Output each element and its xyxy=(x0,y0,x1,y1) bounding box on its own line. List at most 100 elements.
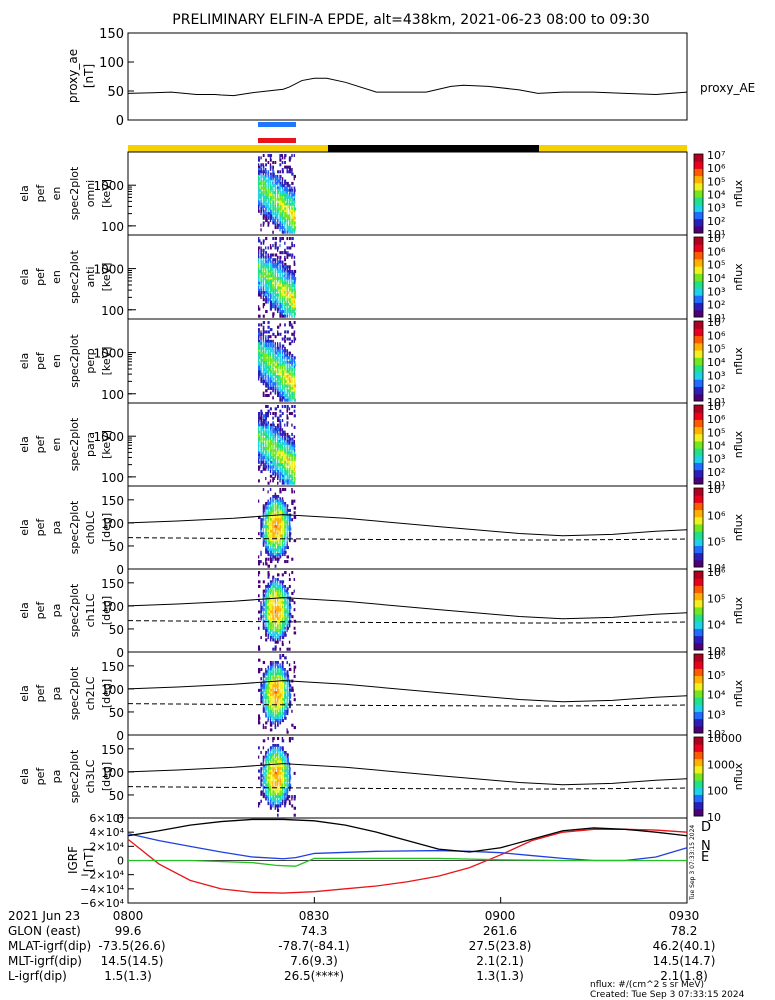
spectrogram-cell xyxy=(281,365,284,369)
energy-ylabel-line: pef xyxy=(34,351,47,370)
spectrogram-cell xyxy=(258,418,260,422)
spectrogram-cell xyxy=(286,309,289,314)
spectrogram-cell xyxy=(277,667,279,671)
spectrogram-cell xyxy=(260,428,263,432)
spectrogram-cell xyxy=(286,314,289,318)
spectrogram-cell xyxy=(269,582,273,586)
colorbar-segment xyxy=(694,718,703,727)
spectrogram-cell xyxy=(291,279,293,283)
energy-ylabel-line: pef xyxy=(34,435,47,454)
spectrogram-cell xyxy=(262,529,265,533)
spectrogram-cell xyxy=(288,693,292,697)
spectrogram-cell xyxy=(284,186,287,190)
spectrogram-cell xyxy=(267,414,269,418)
spectrogram-cell xyxy=(284,691,286,695)
spectrogram-cell xyxy=(272,284,274,288)
spectrogram-cell xyxy=(262,769,265,773)
colorbar-segment xyxy=(694,737,703,745)
spectrogram-cell xyxy=(267,541,271,545)
spectrogram-cell xyxy=(265,216,268,220)
spectrogram-cell xyxy=(262,543,265,547)
spectrogram-cell xyxy=(265,534,268,538)
spectrogram-cell xyxy=(277,435,279,439)
spectrogram-cell xyxy=(277,416,280,420)
spectrogram-cell xyxy=(279,432,282,436)
colorbar-tick-label: 10⁵ xyxy=(707,175,725,188)
spectrogram-cell xyxy=(262,223,265,227)
spectrogram-cell xyxy=(281,288,285,292)
spectrogram-cell xyxy=(265,560,267,564)
spectrogram-cell xyxy=(284,629,286,633)
spectrogram-cell xyxy=(279,624,282,628)
spectrogram-cell xyxy=(260,255,263,259)
spectrogram-cell xyxy=(277,470,280,474)
spectrogram-cell xyxy=(272,342,274,346)
spectrogram-cell xyxy=(260,449,263,453)
spectrogram-cell xyxy=(277,809,280,813)
spectrogram-cell xyxy=(272,216,274,220)
spectrogram-cell xyxy=(284,460,287,464)
spectrogram-cell xyxy=(272,277,275,281)
spectrogram-cell xyxy=(279,746,282,750)
spectrogram-cell xyxy=(274,293,278,297)
spectrogram-cell xyxy=(269,539,273,543)
spectrogram-cell xyxy=(274,460,277,464)
spectrogram-cell xyxy=(277,723,279,727)
spectrogram-cell xyxy=(284,619,287,623)
spectrogram-cell xyxy=(265,361,267,365)
spectrogram-cell xyxy=(267,672,270,676)
spectrogram-cell xyxy=(288,764,291,768)
pa-ytick-label: 50 xyxy=(109,623,124,637)
spectrogram-cell xyxy=(281,799,284,803)
spectrogram-cell xyxy=(281,515,284,519)
spectrogram-cell xyxy=(277,721,279,725)
spectrogram-cell xyxy=(274,548,277,552)
spectrogram-cell xyxy=(286,226,289,230)
spectrogram-cell xyxy=(267,629,269,633)
spectrogram-cell xyxy=(284,617,287,621)
spectrogram-cell xyxy=(284,300,286,304)
spectrogram-cell xyxy=(286,277,289,281)
spectrogram-cell xyxy=(291,463,293,467)
spectrogram-cell xyxy=(272,349,275,353)
spectrogram-cell xyxy=(281,188,284,192)
spectrogram-cell xyxy=(265,776,268,780)
spectrogram-cell xyxy=(267,460,269,464)
spectrogram-cell xyxy=(286,624,289,628)
spectrogram-cell xyxy=(284,781,286,785)
spectrogram-cell xyxy=(267,539,270,543)
spectrogram-cell xyxy=(265,281,268,285)
spectrogram-cell xyxy=(288,389,291,393)
spectrogram-cell xyxy=(288,202,292,206)
spectrogram-cell xyxy=(291,439,294,443)
spectrogram-cell xyxy=(269,702,273,706)
spectrogram-cell xyxy=(262,330,265,334)
spectrogram-cell xyxy=(284,753,287,757)
spectrogram-cell xyxy=(272,670,275,674)
spectrogram-cell xyxy=(274,335,277,339)
spectrogram-cell xyxy=(288,186,291,190)
spectrogram-cell xyxy=(262,764,266,768)
spectrogram-cell xyxy=(277,377,280,381)
spectrogram-cell xyxy=(274,582,277,586)
spectrogram-cell xyxy=(262,700,265,704)
spectrogram-cell xyxy=(269,307,272,311)
spectrogram-cell xyxy=(262,332,265,336)
spectrogram-cell xyxy=(284,262,287,266)
spectrogram-cell xyxy=(288,783,292,787)
spectrogram-cell xyxy=(281,792,284,796)
spectrogram-cell xyxy=(281,712,285,716)
spectrogram-cell xyxy=(260,184,262,188)
spectrogram-cell xyxy=(288,300,292,304)
spectrogram-cell xyxy=(265,691,268,695)
spectrogram-cell xyxy=(281,802,284,806)
spectrogram-cell xyxy=(260,372,263,376)
spectrogram-cell xyxy=(267,631,270,635)
spectrogram-cell xyxy=(288,314,291,318)
spectrogram-cell xyxy=(267,605,270,609)
spectrogram-cell xyxy=(277,560,279,564)
spectrogram-cell xyxy=(277,477,279,481)
spectrogram-cell xyxy=(291,375,293,379)
spectrogram-cell xyxy=(277,776,279,780)
spectrogram-cell xyxy=(269,506,273,510)
